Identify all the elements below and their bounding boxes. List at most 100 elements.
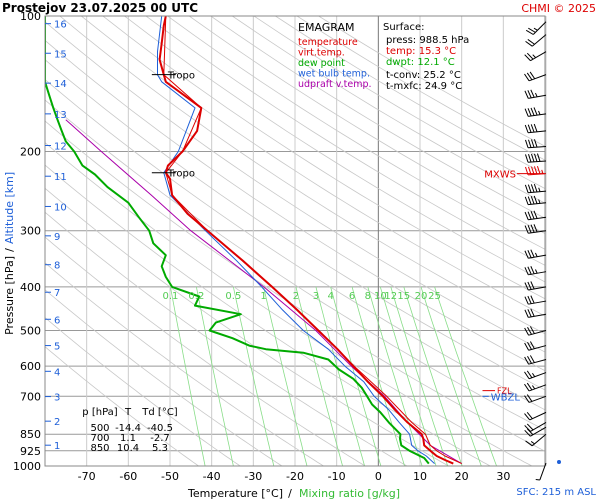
surface-tconv: t-conv: 25.2 °C — [386, 70, 461, 81]
tropopause-label: Tropo — [167, 169, 195, 180]
wind-barb-flag — [533, 123, 538, 132]
wind-barb-flag — [525, 440, 533, 447]
wind-barb-flag — [527, 184, 532, 193]
wind-barb-flag — [524, 429, 531, 437]
temperature-tick-label: 0 — [375, 470, 382, 483]
dry-adiabat — [188, 16, 545, 235]
dry-adiabat — [45, 236, 366, 466]
table-cell: -2.7 — [150, 433, 170, 444]
profile-series — [45, 16, 462, 465]
mixing-ratio-line — [330, 286, 382, 466]
wind-barb-flag — [524, 383, 530, 392]
wbzl-label: WBZL — [491, 392, 521, 403]
altitude-tick-label: 16 — [54, 20, 67, 31]
wind-barb-flag — [526, 52, 534, 60]
pressure-tick-label: 300 — [20, 225, 41, 238]
dry-adiabat — [145, 16, 545, 266]
wind-barb-flag — [524, 196, 529, 205]
mixing-ratio-line — [233, 286, 275, 466]
wind-barb — [524, 411, 547, 421]
wind-barb-flag — [527, 342, 532, 350]
wind-barb-flag — [527, 266, 532, 275]
dry-adiabat — [45, 79, 545, 411]
surface-tmxfc: t-mxfc: 24.9 °C — [386, 81, 462, 92]
chart-title: Prostejov 23.07.2025 00 UTC — [2, 1, 198, 15]
surface-temp: temp: 15.3 °C — [386, 46, 456, 57]
wind-barb-flag — [527, 90, 532, 99]
dry-adiabat — [45, 317, 241, 466]
legend-entry: udpraft v.temp. — [298, 79, 372, 90]
pressure-tick-label: 1000 — [13, 460, 41, 473]
wind-barb — [524, 210, 547, 221]
wind-barb-flag — [531, 166, 535, 175]
x-axis-title-temperature: Temperature [°C] — [187, 487, 283, 500]
wind-barb-half-flag — [535, 92, 538, 98]
wind-barb-flag — [524, 124, 529, 133]
legend-entry: dew point — [298, 58, 345, 69]
surface-wind-dot — [557, 460, 561, 464]
mixing-ratio-label: 8 — [365, 291, 371, 302]
altitude-tick-label: 14 — [54, 79, 67, 90]
mixing-ratio-line — [403, 286, 463, 466]
wind-barb-half-flag — [538, 187, 541, 192]
wind-barb — [525, 433, 547, 447]
table-cell: -40.5 — [147, 423, 173, 434]
wind-barb-flag — [528, 154, 532, 163]
wind-barb-flag — [529, 355, 535, 363]
wind-barb-flag — [524, 413, 531, 421]
wind-barb — [524, 51, 547, 62]
mixing-ratio-label: 0.1 — [162, 291, 178, 302]
wind-barb-flag — [527, 309, 532, 318]
wind-barbs — [524, 16, 561, 481]
temperature-tick-label: -60 — [119, 470, 137, 483]
wind-barb-flag — [525, 166, 529, 176]
wind-barb-half-flag — [541, 169, 544, 174]
mixing-ratio-label: 15 — [397, 291, 410, 302]
wind-barb-flag — [527, 124, 532, 133]
wind-barb-flag — [536, 166, 541, 175]
wind-barb-flag — [531, 139, 535, 148]
table-cell: 850 — [90, 443, 109, 454]
wind-barb-flag — [527, 39, 535, 45]
wind-barb-flag — [529, 71, 536, 80]
pressure-tick-label: 400 — [20, 281, 41, 294]
wind-barb-flag — [533, 195, 538, 204]
wind-barb — [524, 183, 547, 194]
table-cell: 1.1 — [120, 433, 136, 444]
dry-adiabat — [45, 21, 545, 353]
altitude-tick-label: 8 — [54, 261, 60, 272]
wind-barb-flag — [524, 73, 530, 82]
wind-barb-staff — [528, 202, 547, 206]
pressure-tick-label: 500 — [20, 325, 41, 338]
wind-barb — [524, 281, 547, 291]
sfc-label: SFC: 215 m ASL — [516, 487, 596, 498]
mixing-ratio-label: 12 — [384, 291, 397, 302]
wind-barb — [525, 34, 547, 47]
altitude-tick-label: 3 — [54, 393, 60, 404]
pressure-tick-label: 600 — [20, 360, 41, 373]
wind-barb — [524, 355, 547, 365]
wind-barb — [524, 370, 547, 380]
wind-barb-staff — [532, 21, 547, 35]
wind-barb-flag — [530, 89, 535, 98]
plot-frame — [44, 15, 546, 467]
mixing-ratio-label: 1 — [260, 291, 266, 302]
legend-entry: temperature — [298, 37, 358, 48]
wind-barb-flag — [524, 309, 529, 318]
wind-barb-flag — [524, 342, 530, 351]
wind-barb-flag — [527, 211, 532, 220]
surface-press: press: 988.5 hPa — [386, 35, 469, 46]
wind-barb-flag — [533, 183, 538, 193]
wind-barb-flag — [530, 295, 535, 304]
dry-adiabat — [45, 289, 283, 466]
wind-barb-flag — [526, 423, 534, 431]
wind-barb-staff — [528, 313, 547, 318]
mixing-ratio-label: 0.5 — [225, 291, 241, 302]
wind-barb-flag — [524, 296, 529, 305]
wind-barb — [524, 421, 547, 432]
tropopause-label: Tropo — [167, 71, 195, 82]
wind-barb-flag — [533, 166, 538, 175]
temperature-tick-label: -40 — [203, 470, 221, 483]
